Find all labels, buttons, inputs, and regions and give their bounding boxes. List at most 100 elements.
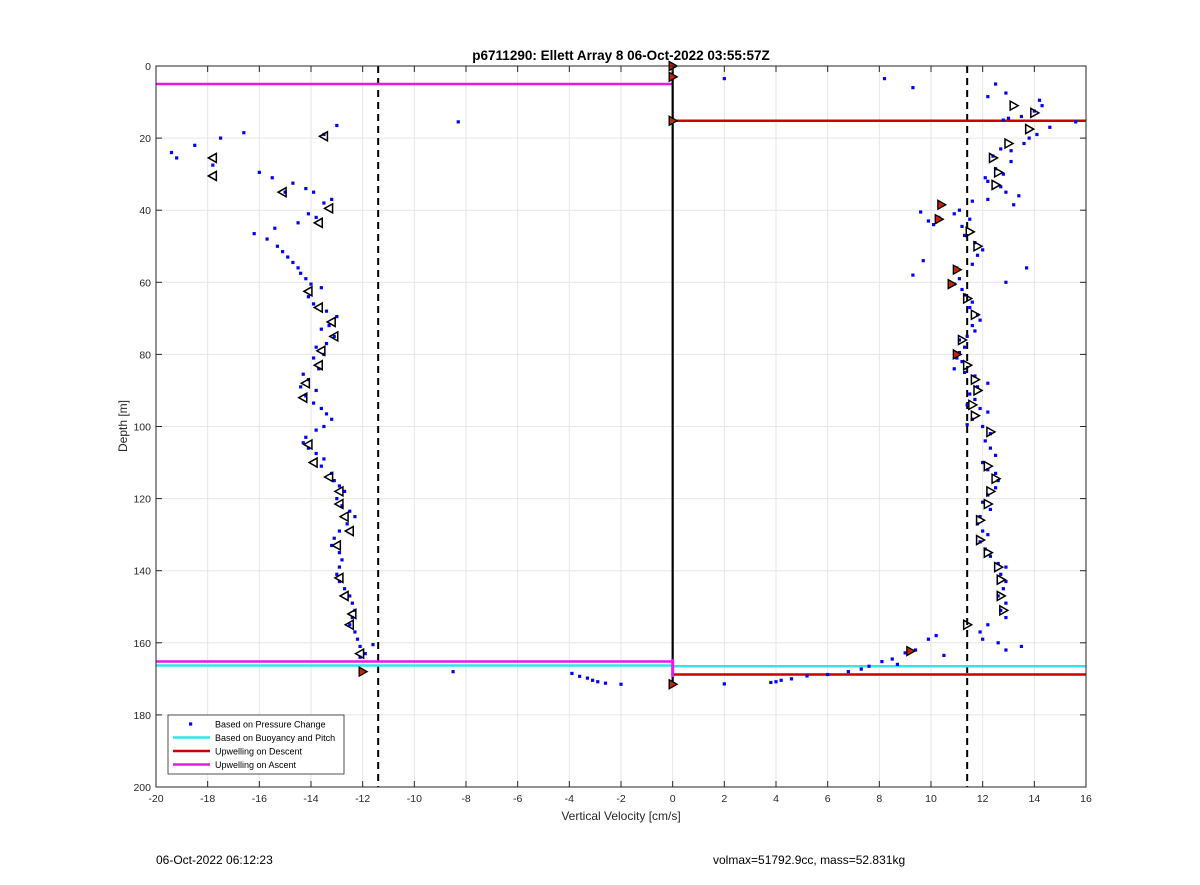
- pressure-change-point: [999, 147, 1003, 151]
- pressure-change-point: [322, 457, 326, 461]
- pressure-change-point: [975, 253, 980, 257]
- pressure-change-point: [911, 86, 915, 90]
- pressure-change-point: [1004, 190, 1008, 194]
- x-tick-label: 6: [825, 793, 831, 805]
- descent-marker: [1024, 123, 1036, 135]
- red-flag-marker: [906, 645, 917, 657]
- pressure-change-point: [358, 644, 362, 649]
- pressure-change-point: [965, 334, 969, 338]
- pressure-change-point: [942, 653, 946, 658]
- pressure-change-point: [319, 406, 323, 411]
- pressure-change-point: [973, 397, 977, 402]
- pressure-change-point: [311, 401, 316, 405]
- descent-marker: [970, 373, 981, 386]
- pressure-change-point: [962, 233, 967, 238]
- pressure-change-point: [988, 446, 993, 450]
- pressure-change-point: [570, 671, 574, 676]
- pressure-change-point: [319, 286, 323, 290]
- descent-marker: [973, 240, 984, 253]
- pressure-change-point: [306, 446, 311, 450]
- chart-title: p6711290: Ellett Array 8 06-Oct-2022 03:…: [472, 48, 769, 63]
- pressure-change-point: [286, 255, 290, 259]
- pressure-change-point: [955, 356, 959, 360]
- ascent-marker: [343, 525, 354, 537]
- x-tick-label: 0: [670, 793, 676, 805]
- pressure-change-point: [332, 334, 336, 338]
- pressure-change-point: [296, 266, 300, 270]
- pressure-change-point: [345, 522, 349, 526]
- pressure-change-point: [311, 302, 316, 306]
- footer-timestamp: 06-Oct-2022 06:12:23: [156, 853, 273, 867]
- pressure-change-point: [846, 670, 850, 674]
- pressure-change-point: [890, 657, 894, 661]
- descent-marker: [1009, 99, 1020, 112]
- pressure-change-point: [335, 123, 339, 128]
- descent-marker: [983, 498, 994, 510]
- pressure-change-point: [291, 181, 295, 185]
- pressure-change-point: [957, 208, 962, 212]
- pressure-change-point: [975, 313, 980, 317]
- pressure-change-point: [1037, 98, 1042, 102]
- pressure-change-point: [175, 156, 179, 160]
- y-tick-label: 80: [139, 349, 151, 361]
- descent-marker: [975, 534, 987, 546]
- pressure-change-point: [337, 529, 342, 533]
- ascent-marker: [325, 316, 336, 328]
- descent-marker: [965, 226, 976, 238]
- ascent-marker: [354, 647, 365, 660]
- pressure-change-point: [993, 486, 998, 490]
- pressure-change-point: [1040, 104, 1044, 108]
- descent-marker: [962, 292, 974, 305]
- pressure-change-point: [1035, 132, 1039, 137]
- y-tick-label: 40: [139, 205, 151, 217]
- x-tick-label: -4: [565, 793, 574, 805]
- ascent-marker: [206, 170, 218, 182]
- pressure-change-point: [960, 287, 964, 292]
- pressure-change-point: [306, 212, 311, 216]
- pressure-change-point: [970, 199, 974, 203]
- ascent-marker: [317, 130, 329, 143]
- ascent-marker: [346, 608, 357, 620]
- ascent-marker: [312, 359, 323, 371]
- pressure-change-point: [304, 277, 308, 281]
- pressure-change-point: [304, 186, 308, 191]
- pressure-change-point: [304, 394, 308, 398]
- pressure-change-point: [1004, 601, 1008, 605]
- ascent-marker: [338, 510, 349, 523]
- pressure-change-point: [1019, 644, 1024, 649]
- pressure-change-point: [596, 680, 600, 684]
- pressure-change-point: [722, 682, 726, 686]
- pressure-change-point: [981, 248, 985, 252]
- legend-label: Upwelling on Ascent: [215, 760, 297, 770]
- pressure-change-point: [978, 406, 982, 411]
- pressure-change-point: [314, 428, 318, 432]
- pressure-change-point: [1012, 203, 1016, 207]
- pressure-change-point: [965, 403, 969, 407]
- y-tick-label: 140: [133, 566, 151, 578]
- descent-marker: [975, 514, 987, 527]
- pressure-change-point: [603, 681, 608, 685]
- pressure-change-point: [324, 341, 329, 346]
- pressure-change-point: [1009, 159, 1013, 164]
- descent-marker: [988, 152, 1000, 164]
- x-tick-label: 2: [721, 793, 727, 805]
- pressure-change-point: [1004, 565, 1008, 569]
- pressure-change-point: [273, 226, 277, 230]
- ascent-marker: [338, 590, 349, 602]
- pressure-change-point: [789, 677, 794, 681]
- pressure-change-point: [1004, 615, 1008, 620]
- pressure-change-point: [578, 674, 582, 678]
- pressure-change-point: [335, 314, 339, 319]
- pressure-change-point: [337, 484, 342, 488]
- x-tick-label: -20: [148, 793, 163, 805]
- pressure-change-point: [311, 190, 316, 194]
- x-tick-label: -6: [513, 793, 522, 805]
- pressure-change-point: [451, 670, 455, 674]
- pressure-change-point: [348, 594, 352, 598]
- descent-marker: [973, 384, 984, 397]
- descent-marker: [991, 179, 1002, 191]
- red-flag-marker: [668, 71, 679, 83]
- pressure-change-point: [314, 215, 318, 220]
- descent-marker: [1030, 107, 1041, 119]
- x-ticks: -20 -18 -16 -14 -12 -10 -8 -6 -4 -2 0 2 4 6 8 10 12 14 16: [148, 66, 1092, 805]
